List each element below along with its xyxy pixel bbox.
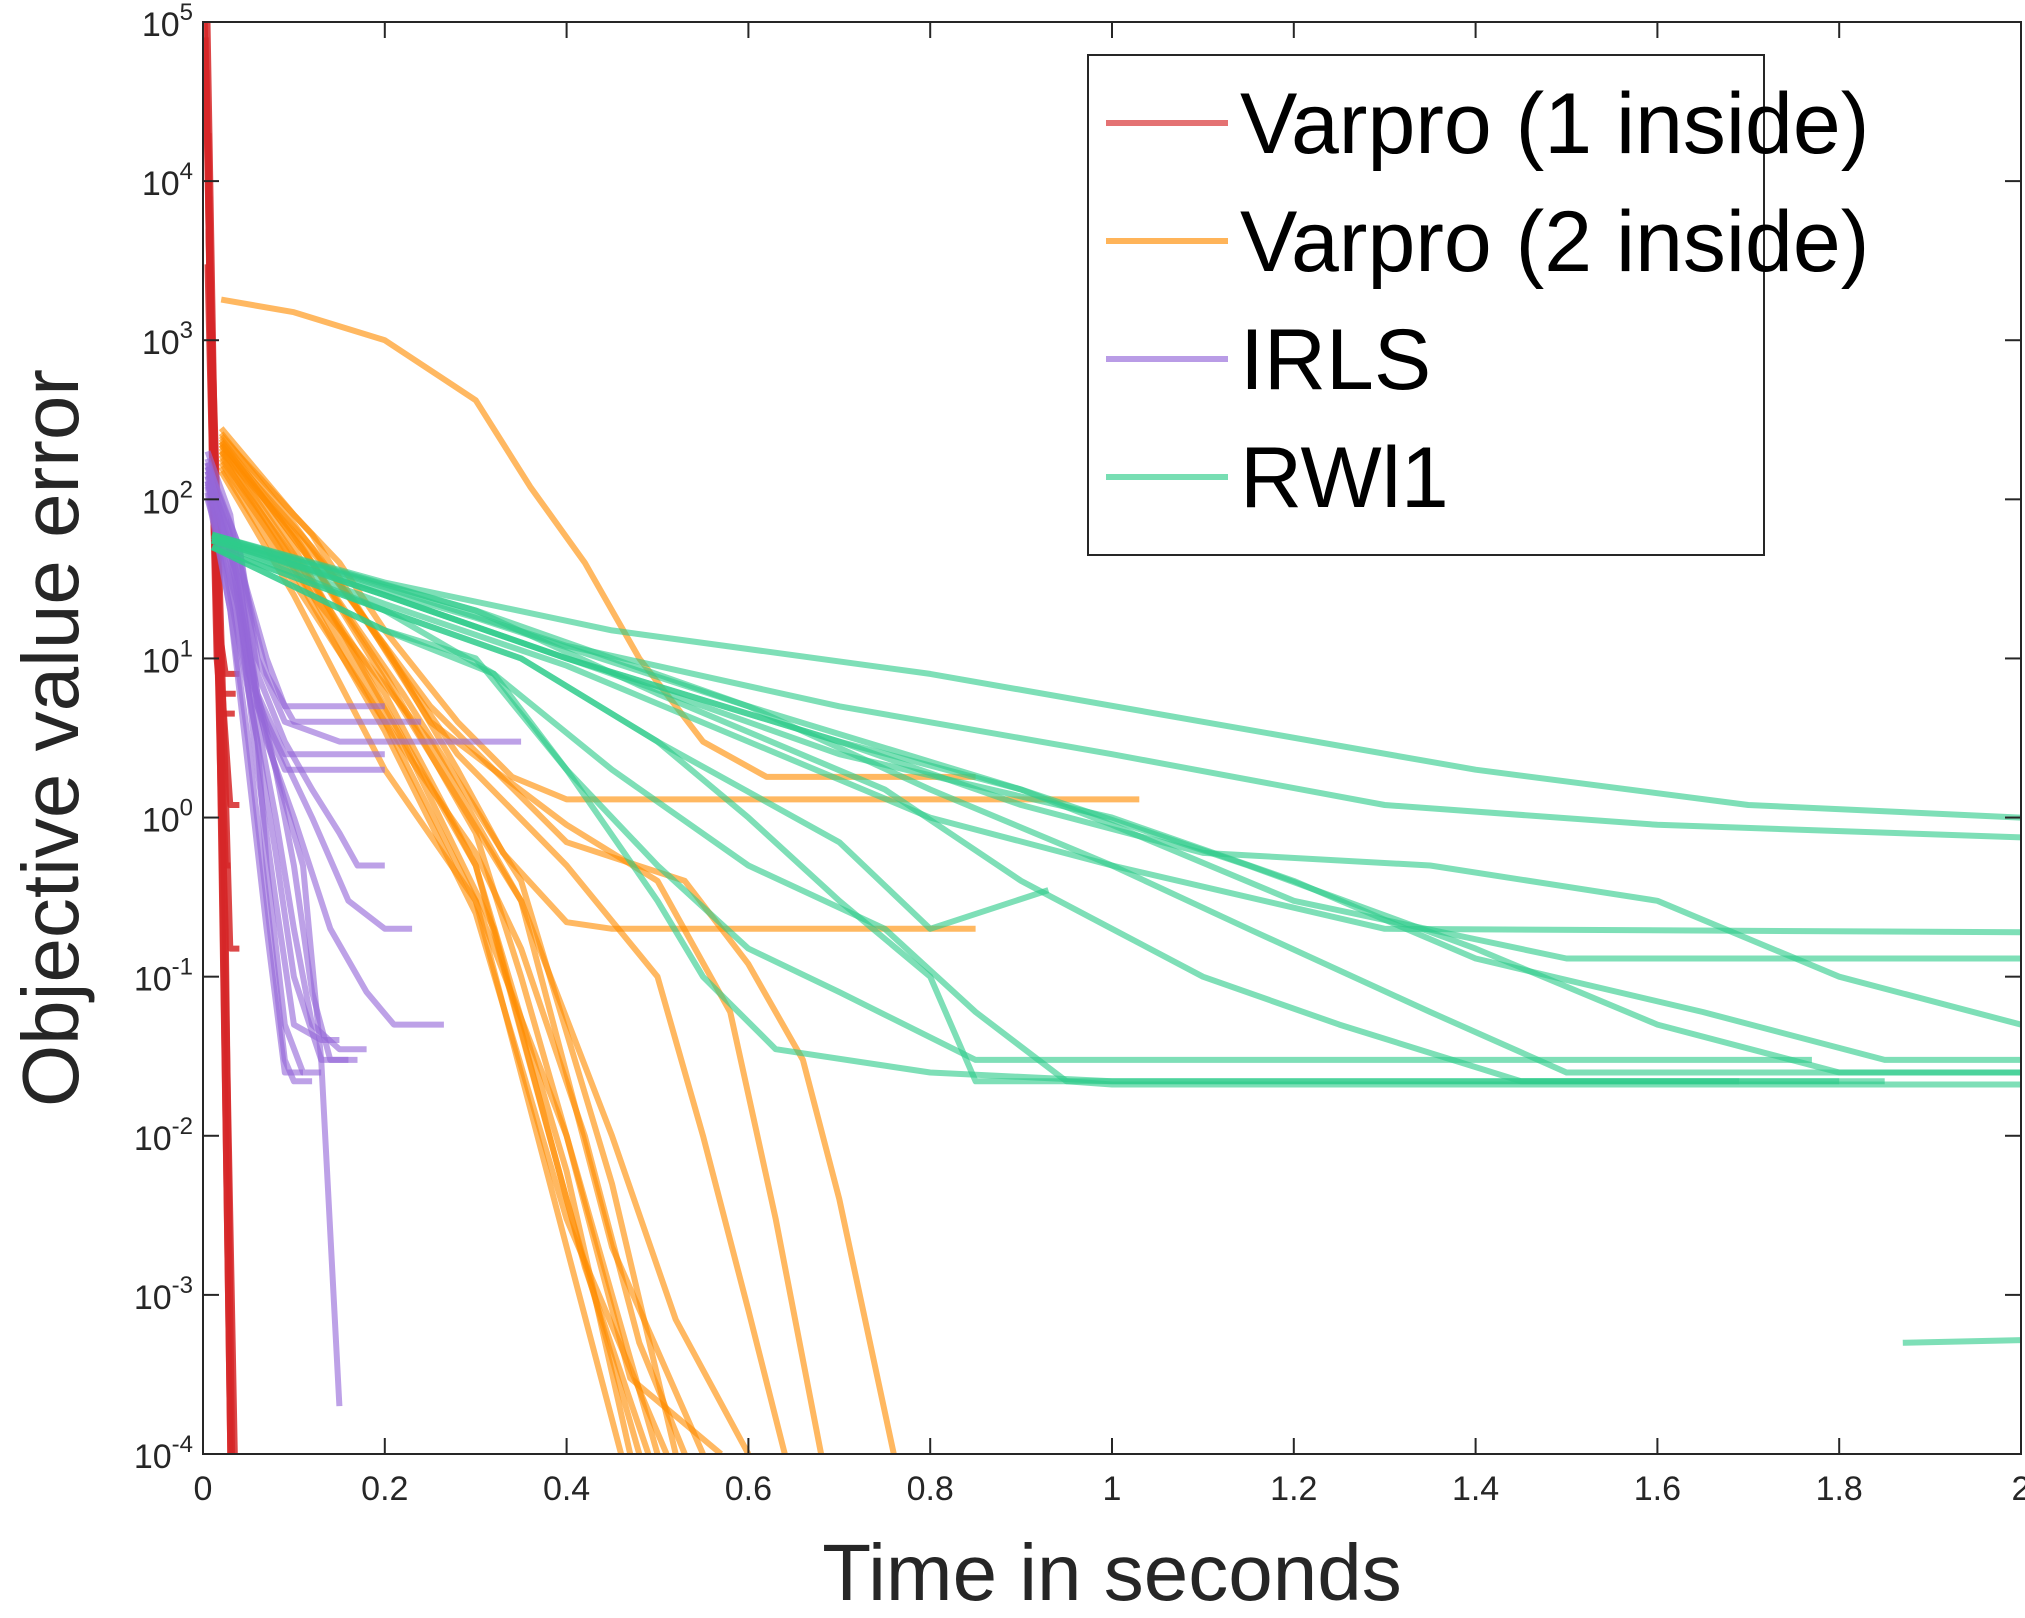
- series-3-run-10: [210, 544, 1812, 1063]
- legend-label-1: Varpro (2 inside): [1240, 194, 1869, 290]
- y-tick-base: 10: [134, 961, 172, 999]
- legend: Varpro (1 inside) Varpro (2 inside) IRLS RW…: [1087, 54, 1869, 556]
- axes-layer: 0 0.2 0.4 0.6 0.8 1 1.2 1.4 1.6 1.8 210-410-310-21…: [6, 0, 2025, 1617]
- y-tick-base: 10: [134, 1438, 172, 1476]
- y-tick-label: 10-3: [134, 1272, 193, 1317]
- series-2-run-14: [204, 461, 385, 869]
- y-tick-base: 10: [142, 6, 180, 44]
- series-3-run-12: [211, 544, 1840, 1085]
- series-1-run-0: [220, 296, 976, 780]
- y-tick-label: 103: [142, 317, 193, 362]
- series-2-run-13: [204, 482, 385, 773]
- legend-label-2: IRLS: [1240, 312, 1431, 408]
- y-tick-exponent: -1: [172, 954, 193, 981]
- series-1-run-15: [218, 469, 724, 1454]
- series-3-run-3: [211, 537, 2021, 936]
- y-tick-exponent: 3: [180, 317, 193, 344]
- y-tick-base: 10: [142, 642, 180, 680]
- series-3-run-0: [211, 531, 2021, 821]
- series-3-run-14: [1902, 1337, 2021, 1346]
- y-tick-label: 10-1: [134, 954, 193, 999]
- y-tick-exponent: -3: [172, 1272, 193, 1299]
- y-tick-base: 10: [134, 1279, 172, 1317]
- x-tick-label: 1: [1103, 1470, 1122, 1508]
- y-tick-label: 102: [142, 476, 193, 521]
- x-tick-label: 1.6: [1634, 1470, 1681, 1508]
- y-axis-title: Objective value error: [6, 369, 95, 1107]
- series-3-run-8: [211, 534, 1885, 1085]
- y-tick-base: 10: [134, 1120, 172, 1158]
- x-tick-label: 0.2: [361, 1470, 408, 1508]
- y-tick-exponent: -2: [172, 1113, 193, 1140]
- y-tick-label: 105: [142, 0, 193, 44]
- y-tick-exponent: -4: [172, 1431, 193, 1458]
- y-tick-exponent: 4: [180, 158, 193, 185]
- series-3-run-7: [211, 537, 2021, 1076]
- series-1-run-14: [218, 465, 688, 1454]
- x-tick-label: 1.4: [1452, 1470, 1499, 1508]
- y-tick-base: 10: [142, 483, 180, 521]
- y-tick-label: 101: [142, 635, 193, 680]
- y-tick-label: 10-4: [134, 1431, 193, 1476]
- x-tick-label: 1.2: [1270, 1470, 1317, 1508]
- y-tick-exponent: 5: [180, 0, 193, 26]
- legend-label-3: RWl1: [1240, 430, 1449, 526]
- series-layer: [203, 22, 2021, 1454]
- series-0: [203, 22, 240, 1454]
- x-tick-label: 0.8: [907, 1470, 954, 1508]
- y-tick-label: 104: [142, 158, 193, 203]
- x-tick-label: 0.6: [725, 1470, 772, 1508]
- x-tick-label: 1.8: [1816, 1470, 1863, 1508]
- y-tick-label: 100: [142, 795, 193, 840]
- series-3-run-13: [211, 544, 2021, 1088]
- y-tick-base: 10: [142, 324, 180, 362]
- series-1-run-7: [218, 446, 634, 1454]
- y-tick-exponent: 0: [180, 795, 193, 822]
- series-3-run-6: [211, 531, 2021, 1076]
- x-axis-title: Time in seconds: [822, 1528, 1402, 1617]
- y-tick-base: 10: [142, 802, 180, 840]
- y-tick-exponent: 1: [180, 635, 193, 662]
- series-2-run-15: [204, 498, 340, 1043]
- legend-box: [1087, 54, 1765, 556]
- x-tick-label: 2: [2012, 1470, 2025, 1508]
- y-tick-label: 10-2: [134, 1113, 193, 1158]
- y-tick-base: 10: [142, 165, 180, 203]
- x-tick-label: 0: [194, 1470, 213, 1508]
- legend-label-0: Varpro (1 inside): [1240, 76, 1869, 172]
- x-tick-label: 0.4: [543, 1470, 590, 1508]
- series-2: [204, 450, 522, 1407]
- series-3: [210, 531, 2021, 1346]
- y-tick-exponent: 2: [180, 476, 193, 503]
- series-2-run-8: [204, 492, 303, 1076]
